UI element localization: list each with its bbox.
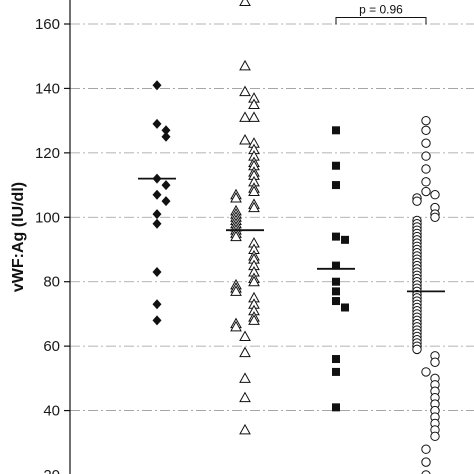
p-value-annotation: p = 0.96 (335, 3, 427, 25)
group-3-point-7 (332, 277, 340, 286)
group-4-point-13 (430, 212, 440, 222)
group-4-point-56 (430, 357, 440, 367)
group-4-point-8 (430, 190, 440, 200)
group-2-point-1 (239, 0, 251, 6)
group-3-point-2 (332, 161, 340, 170)
median-lines (138, 177, 445, 293)
group-3-point-11 (332, 355, 340, 364)
group-2-point-54 (239, 423, 251, 435)
group-2-point-42 (230, 285, 242, 296)
y-tick-label-60: 60 (43, 338, 60, 355)
group-4-point-67 (430, 431, 440, 442)
group-2-point-6 (239, 111, 251, 122)
group-1-point-4 (161, 131, 171, 142)
group-3-point-4 (332, 232, 340, 241)
y-tick-label-160: 160 (35, 16, 60, 33)
group-2-point-2 (239, 59, 251, 71)
group-3-point-9 (332, 297, 340, 306)
y-axis-label: vWF:Ag (IU/dl) (10, 182, 27, 292)
group-3-point-3 (332, 181, 340, 190)
group-4-point-4 (421, 151, 431, 161)
group-3-point-5 (341, 235, 349, 244)
y-tick-label-40: 40 (43, 403, 60, 420)
group-1-point-13 (152, 315, 162, 326)
group-2-point-53 (239, 391, 251, 403)
group-3-point-8 (332, 287, 340, 296)
p-value-bracket (335, 17, 427, 25)
group-4-point-69 (421, 457, 431, 467)
group-4-point-70 (421, 470, 431, 474)
group-2-point-8 (239, 133, 251, 145)
group-2-point-7 (248, 111, 260, 122)
group-4-point-7 (421, 186, 431, 197)
group-4-point-57 (421, 367, 431, 377)
group-2-point-52 (239, 372, 251, 383)
group-1-point-9 (152, 209, 162, 220)
group-4-point-6 (421, 177, 431, 187)
group-2-point-31 (230, 230, 242, 242)
group-1-point-2 (152, 118, 162, 129)
group-2-point-49 (230, 320, 242, 332)
group-3-point-10 (341, 303, 349, 312)
data-points (152, 0, 440, 474)
group-1-point-1 (152, 80, 162, 91)
group-4-point-10 (412, 196, 422, 206)
y-tick-label-80: 80 (43, 274, 60, 291)
group-3-point-13 (332, 403, 340, 412)
group-4-point-68 (421, 444, 431, 454)
group-4-point-1 (421, 115, 431, 126)
group-1-point-3 (161, 125, 171, 136)
group-3-point-6 (332, 261, 340, 270)
y-tick-label-20: 20 (43, 467, 60, 474)
group-2-point-39 (248, 275, 260, 287)
p-value-text: p = 0.96 (359, 3, 403, 17)
group-2-point-22 (248, 201, 260, 213)
y-tick-label-140: 140 (35, 80, 60, 97)
group-2-point-20 (230, 191, 242, 203)
group-3-point-12 (332, 367, 340, 376)
group-3-point-1 (332, 126, 340, 135)
y-tick-label-120: 120 (35, 145, 60, 162)
group-2-point-47 (248, 314, 260, 325)
group-2-point-18 (248, 185, 260, 197)
group-4-point-5 (421, 164, 431, 174)
y-tick-label-100: 100 (35, 209, 60, 226)
group-4-point-54 (412, 344, 422, 355)
group-1-point-12 (152, 299, 162, 310)
group-2-point-5 (248, 98, 260, 110)
group-1-point-7 (152, 189, 162, 200)
y-tick-labels: 20 40 60 80 100 120 140 160 (35, 16, 60, 474)
group-2-point-50 (239, 330, 251, 341)
group-2-point-3 (239, 85, 251, 97)
group-1-point-10 (152, 218, 162, 229)
group-4-point-2 (421, 125, 431, 136)
group-4-point-3 (421, 138, 431, 148)
group-1-point-8 (161, 196, 171, 207)
group-1-point-6 (161, 180, 171, 191)
group-1-point-11 (152, 267, 162, 278)
gridlines (64, 23, 474, 412)
group-2-point-51 (239, 346, 251, 358)
